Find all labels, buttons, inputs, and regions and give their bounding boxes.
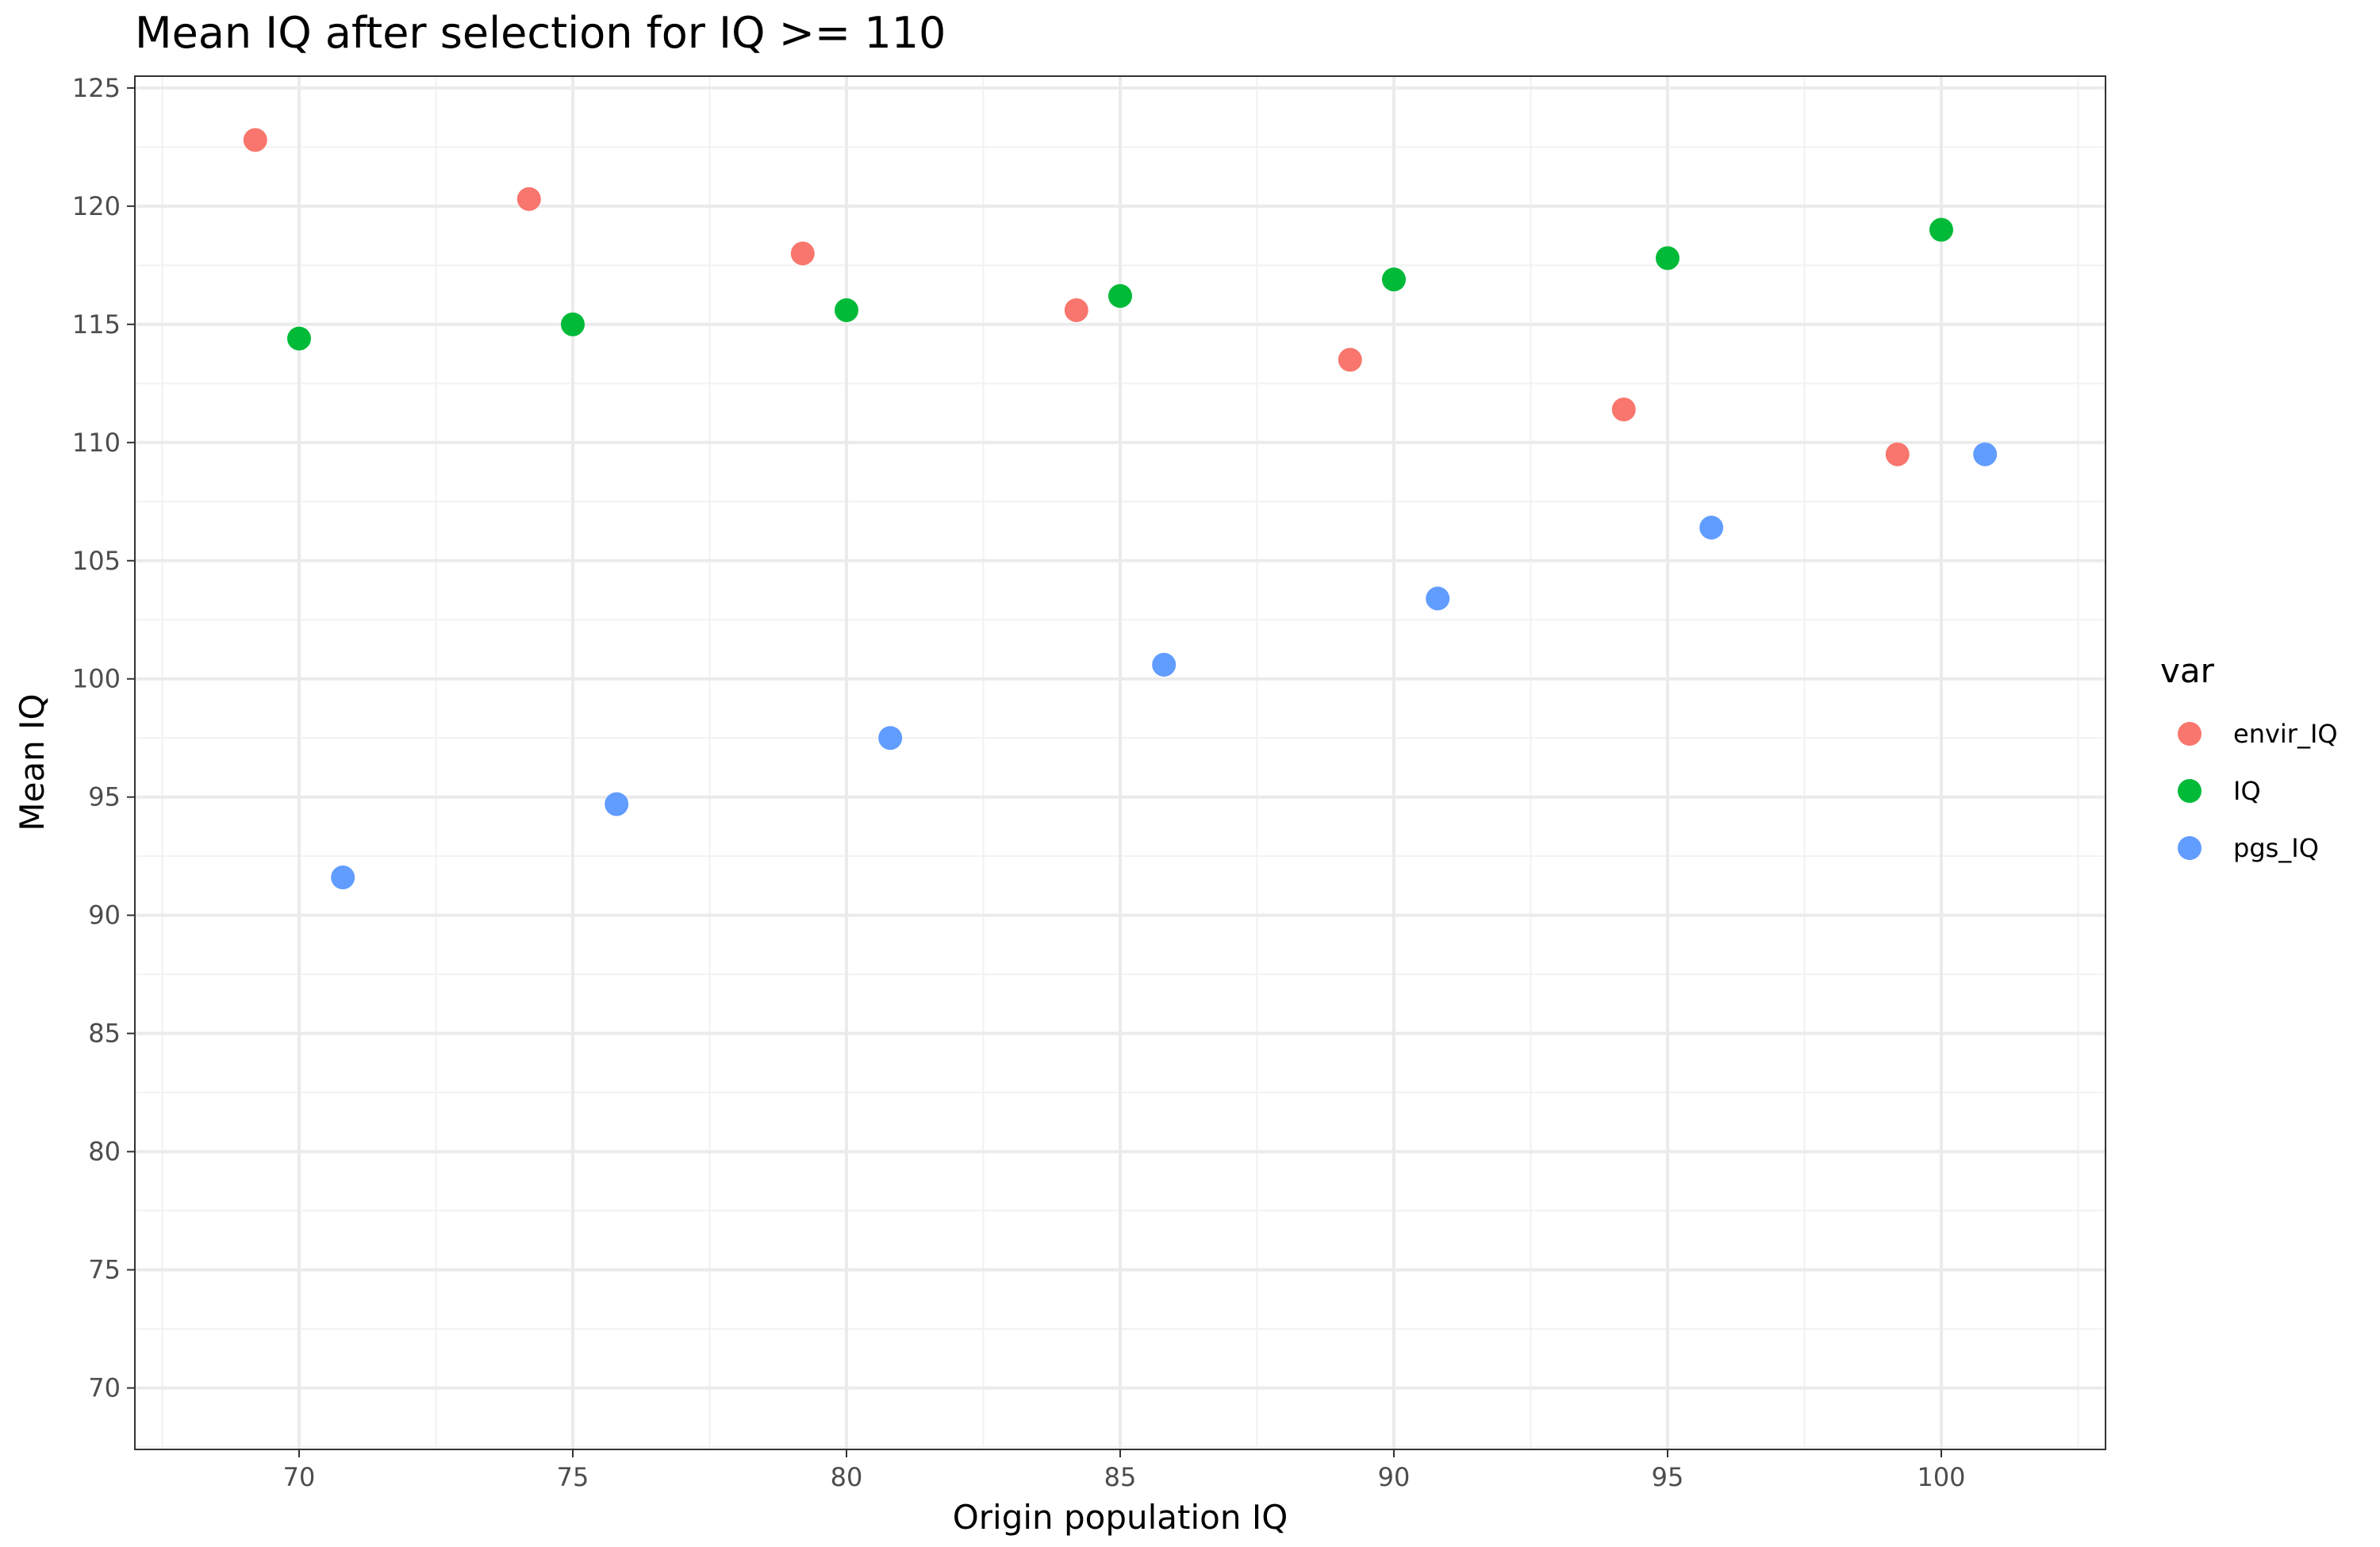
data-point-iq — [1656, 246, 1679, 271]
legend-key-pgs-iq — [2178, 836, 2202, 860]
y-axis: 70 75 80 85 90 95 100 105 110 115 120 125 — [72, 73, 135, 1403]
data-points — [243, 128, 1998, 889]
data-point-pgs-iq — [331, 865, 355, 889]
data-point-envir-iq — [243, 128, 267, 152]
x-tick-label: 70 — [283, 1462, 316, 1492]
legend-title: var — [2160, 651, 2215, 690]
chart-title: Mean IQ after selection for IQ >= 110 — [135, 8, 946, 58]
x-tick-label: 85 — [1104, 1462, 1137, 1492]
data-point-iq — [1382, 267, 1406, 292]
data-point-pgs-iq — [1152, 652, 1177, 677]
legend-label-envir-iq: envir_IQ — [2233, 719, 2338, 749]
y-tick-label: 125 — [72, 73, 121, 103]
x-axis-title: Origin population IQ — [953, 1498, 1288, 1537]
x-axis: 70 75 80 85 90 95 100 — [283, 1449, 1966, 1492]
x-tick-label: 100 — [1917, 1462, 1965, 1492]
data-point-pgs-iq — [1973, 442, 1998, 466]
data-point-iq — [561, 312, 585, 336]
y-tick-label: 100 — [72, 664, 121, 694]
y-tick-label: 115 — [72, 309, 121, 340]
x-tick-label: 75 — [557, 1462, 589, 1492]
data-point-pgs-iq — [1699, 516, 1724, 540]
y-tick-label: 95 — [88, 782, 121, 812]
data-point-iq — [1929, 217, 1953, 242]
y-tick-label: 80 — [88, 1137, 121, 1167]
data-point-iq — [287, 326, 311, 351]
legend-key-envir-iq — [2178, 722, 2202, 746]
legend-label-iq: IQ — [2233, 776, 2261, 806]
y-tick-label: 85 — [88, 1019, 121, 1049]
data-point-envir-iq — [1064, 298, 1088, 322]
data-point-envir-iq — [516, 186, 541, 211]
y-tick-label: 105 — [72, 546, 121, 576]
y-tick-label: 120 — [72, 191, 121, 221]
data-point-envir-iq — [1338, 347, 1362, 372]
y-tick-label: 70 — [88, 1373, 121, 1403]
major-gridlines — [135, 76, 2106, 1449]
y-tick-label: 75 — [88, 1255, 121, 1285]
data-point-pgs-iq — [1426, 586, 1450, 611]
legend-key-iq — [2178, 779, 2202, 803]
x-tick-label: 80 — [831, 1462, 863, 1492]
data-point-iq — [1108, 284, 1132, 309]
data-point-pgs-iq — [878, 726, 903, 750]
y-axis-title: Mean IQ — [13, 693, 52, 831]
x-tick-label: 90 — [1378, 1462, 1411, 1492]
legend-label-pgs-iq: pgs_IQ — [2233, 833, 2319, 863]
data-point-envir-iq — [1611, 397, 1636, 422]
data-point-iq — [835, 298, 858, 322]
data-point-pgs-iq — [605, 792, 629, 816]
data-point-envir-iq — [790, 241, 815, 266]
y-tick-label: 90 — [88, 900, 121, 931]
legend: var envir_IQ IQ pgs_IQ — [2160, 651, 2338, 863]
y-tick-label: 110 — [72, 428, 121, 458]
data-point-envir-iq — [1885, 442, 1910, 466]
x-tick-label: 95 — [1652, 1462, 1684, 1492]
